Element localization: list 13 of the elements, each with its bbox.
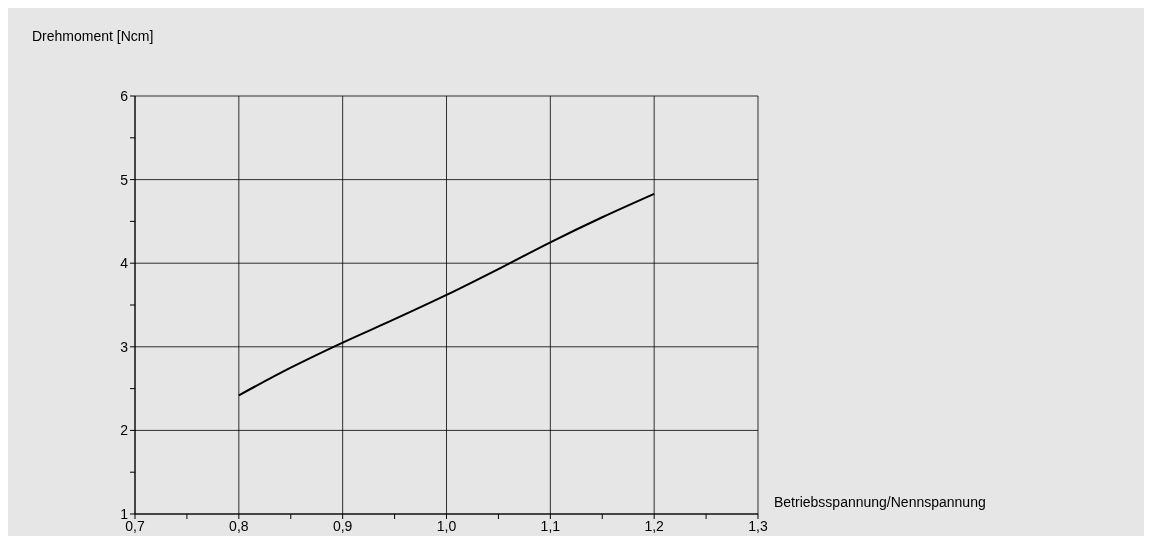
y-axis-title: Drehmoment [Ncm]	[32, 28, 154, 44]
x-tick-label: 1,2	[644, 517, 665, 534]
y-tick-label: 4	[120, 255, 129, 272]
x-tick-label: 0,8	[229, 517, 249, 534]
x-tick-label: 1,1	[540, 517, 561, 534]
x-tick-label: 1,0	[436, 517, 457, 534]
x-tick-label: 1,3	[748, 517, 768, 534]
y-tick-label: 5	[120, 171, 129, 188]
y-tick-label: 6	[120, 87, 129, 104]
x-axis-title: Betriebsspannung/Nennspannung	[774, 494, 986, 510]
x-tick-label: 0,9	[332, 517, 353, 534]
y-tick-label: 3	[120, 338, 129, 355]
y-tick-label: 2	[120, 422, 129, 439]
